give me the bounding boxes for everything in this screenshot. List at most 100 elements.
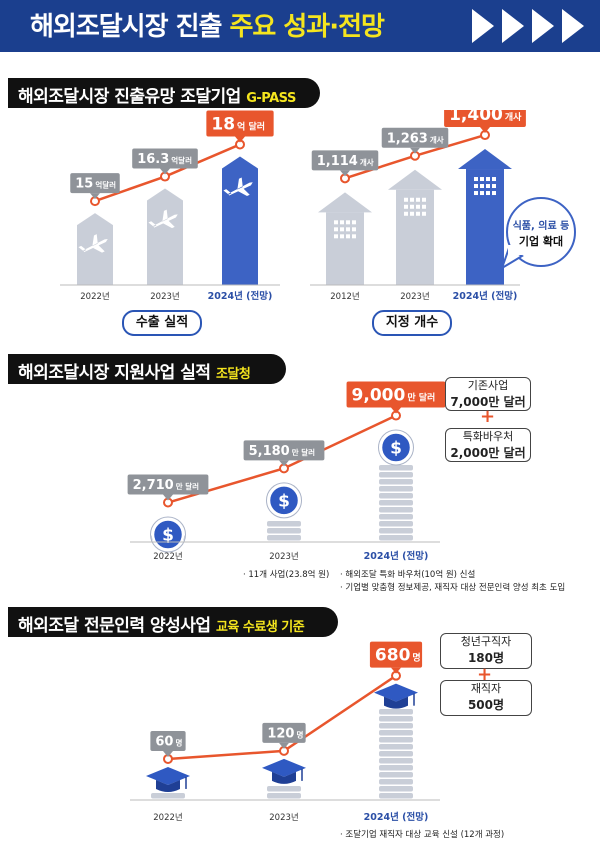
note-line: · 11개 사업(23.8억 원): [243, 570, 330, 580]
value-label-box: [311, 150, 379, 171]
breakdown-value: 7,000만 달러: [450, 395, 526, 409]
value-label-box: [369, 641, 423, 668]
coin-stack-disc: [267, 521, 301, 527]
value-label-box: [381, 127, 449, 148]
building-bar: [326, 212, 364, 285]
stack-disc: [379, 793, 413, 799]
x-tick-label: 2022년: [153, 551, 182, 562]
section3-chart: 60 명 120 명 680 명 2022년 2023년 2024년 (전망): [130, 641, 440, 823]
value-label-pointer: [340, 170, 350, 177]
building-window: [352, 220, 356, 225]
coin-ring: [378, 429, 414, 466]
building-window: [352, 234, 356, 239]
stack-disc: [379, 779, 413, 785]
callout-bubble: [506, 197, 576, 267]
building-window: [334, 234, 338, 239]
building-window: [404, 197, 408, 202]
breakdown-label: 특화바우처: [462, 430, 514, 443]
building-roof: [458, 149, 512, 170]
section-gpass-title: 해외조달시장 진출유망 조달기업: [18, 87, 241, 107]
airplane-icon: [78, 234, 108, 253]
stack-disc: [379, 744, 413, 750]
stack-disc: [379, 716, 413, 722]
building-roof: [318, 192, 372, 213]
notes-2024: · 해외조달 특화 바우처(10억 원) 신설 · 기업별 맞춤형 정보제공, …: [340, 569, 565, 595]
x-tick-label: 2024년 (전망): [364, 811, 429, 823]
breakdown-label: 재직자: [470, 682, 502, 695]
building-bar: [396, 189, 434, 285]
value-label-pointer: [480, 127, 490, 134]
building-window: [492, 191, 496, 196]
notes-training-2024: · 조달기업 재직자 대상 교육 신설 (12개 과정): [340, 829, 504, 842]
value-label: 680 명: [375, 646, 421, 666]
building-window: [416, 197, 420, 202]
value-label-box: [444, 110, 526, 128]
section-support-title: 해외조달시장 지원사업 실적: [18, 363, 211, 383]
building-window: [410, 197, 414, 202]
coin-ring: [150, 516, 186, 553]
note-line: · 해외조달 특화 바우처(10억 원) 신설: [340, 570, 476, 580]
title-main: 해외조달시장 진출: [30, 12, 222, 42]
building-window: [422, 204, 426, 209]
coin-stack-disc: [267, 535, 301, 541]
building-window: [334, 227, 338, 232]
callout-line: 기업 확대: [519, 234, 563, 248]
x-tick-label: 2024년 (전망): [453, 290, 518, 302]
stack-disc: [379, 709, 413, 715]
value-label-box: [243, 440, 325, 461]
cap-base: [272, 771, 296, 784]
section-training-title: 해외조달 전문인력 양성사업: [18, 616, 211, 636]
building-window: [340, 234, 344, 239]
stack-disc: [379, 723, 413, 729]
cap-board: [374, 683, 418, 702]
coin-stack-disc: [267, 528, 301, 534]
value-label: 60 명: [155, 734, 182, 749]
x-tick-label: 2022년: [153, 812, 182, 823]
value-label-box: [262, 722, 306, 743]
value-label: 16.3 억달러: [137, 152, 192, 167]
building-bar: [77, 213, 113, 285]
designation-chart-title: 지정 개수: [372, 310, 452, 336]
note-line: · 기업별 맞춤형 정보제공, 재직자 대상 전문인력 양성 최초 도입: [340, 583, 566, 593]
building-window: [352, 227, 356, 232]
value-label-pointer: [391, 667, 401, 674]
x-tick-label: 2023년: [150, 291, 179, 302]
dollar-sign: $: [162, 526, 174, 546]
x-tick-label: 2022년: [80, 291, 109, 302]
coin-stack-disc: [379, 472, 413, 478]
breakdown-box-employee: 재직자 500명: [440, 680, 532, 716]
value-label: 1,400 개사: [449, 110, 522, 125]
building-bar: [222, 156, 258, 285]
cap-base: [156, 779, 180, 792]
section-training-subtitle: 교육 수료생 기준: [215, 620, 305, 635]
airplane-shape: [148, 209, 178, 229]
coin-stack-disc: [379, 514, 413, 520]
value-label-pointer: [410, 147, 420, 154]
building-window: [492, 177, 496, 182]
building-window: [474, 184, 478, 189]
coin-stack-disc: [379, 500, 413, 506]
value-label-pointer: [90, 193, 100, 200]
value-label-box: [70, 173, 120, 194]
coin-stack-disc: [379, 535, 413, 541]
x-tick-label: 2023년: [400, 291, 429, 302]
graduation-cap-icon: [374, 683, 418, 709]
export-chart-title: 수출 실적: [122, 310, 202, 336]
value-label: 2,710 만 달러: [133, 478, 200, 493]
section-support-subtitle: 조달청: [215, 367, 251, 382]
building-window: [334, 220, 338, 225]
value-label-pointer: [279, 742, 289, 749]
airplane-shape: [78, 234, 108, 253]
stack-disc: [379, 786, 413, 792]
dollar-coin-icon: [267, 484, 301, 517]
building-window: [486, 184, 490, 189]
building-window: [416, 211, 420, 216]
note-line: · 조달기업 재직자 대상 교육 신설 (12개 과정): [340, 830, 505, 840]
section2-chart: $ $ $2,710 만 달러 5,180 만 달러 9,000 만 달러 2022년 2023년…: [127, 381, 446, 562]
x-tick-label: 2023년: [269, 551, 298, 562]
x-tick-label: 2023년: [269, 812, 298, 823]
airplane-shape: [223, 177, 253, 197]
dollar-sign: $: [390, 439, 402, 459]
coin-ring: [266, 482, 302, 519]
value-label-pointer: [235, 136, 245, 143]
